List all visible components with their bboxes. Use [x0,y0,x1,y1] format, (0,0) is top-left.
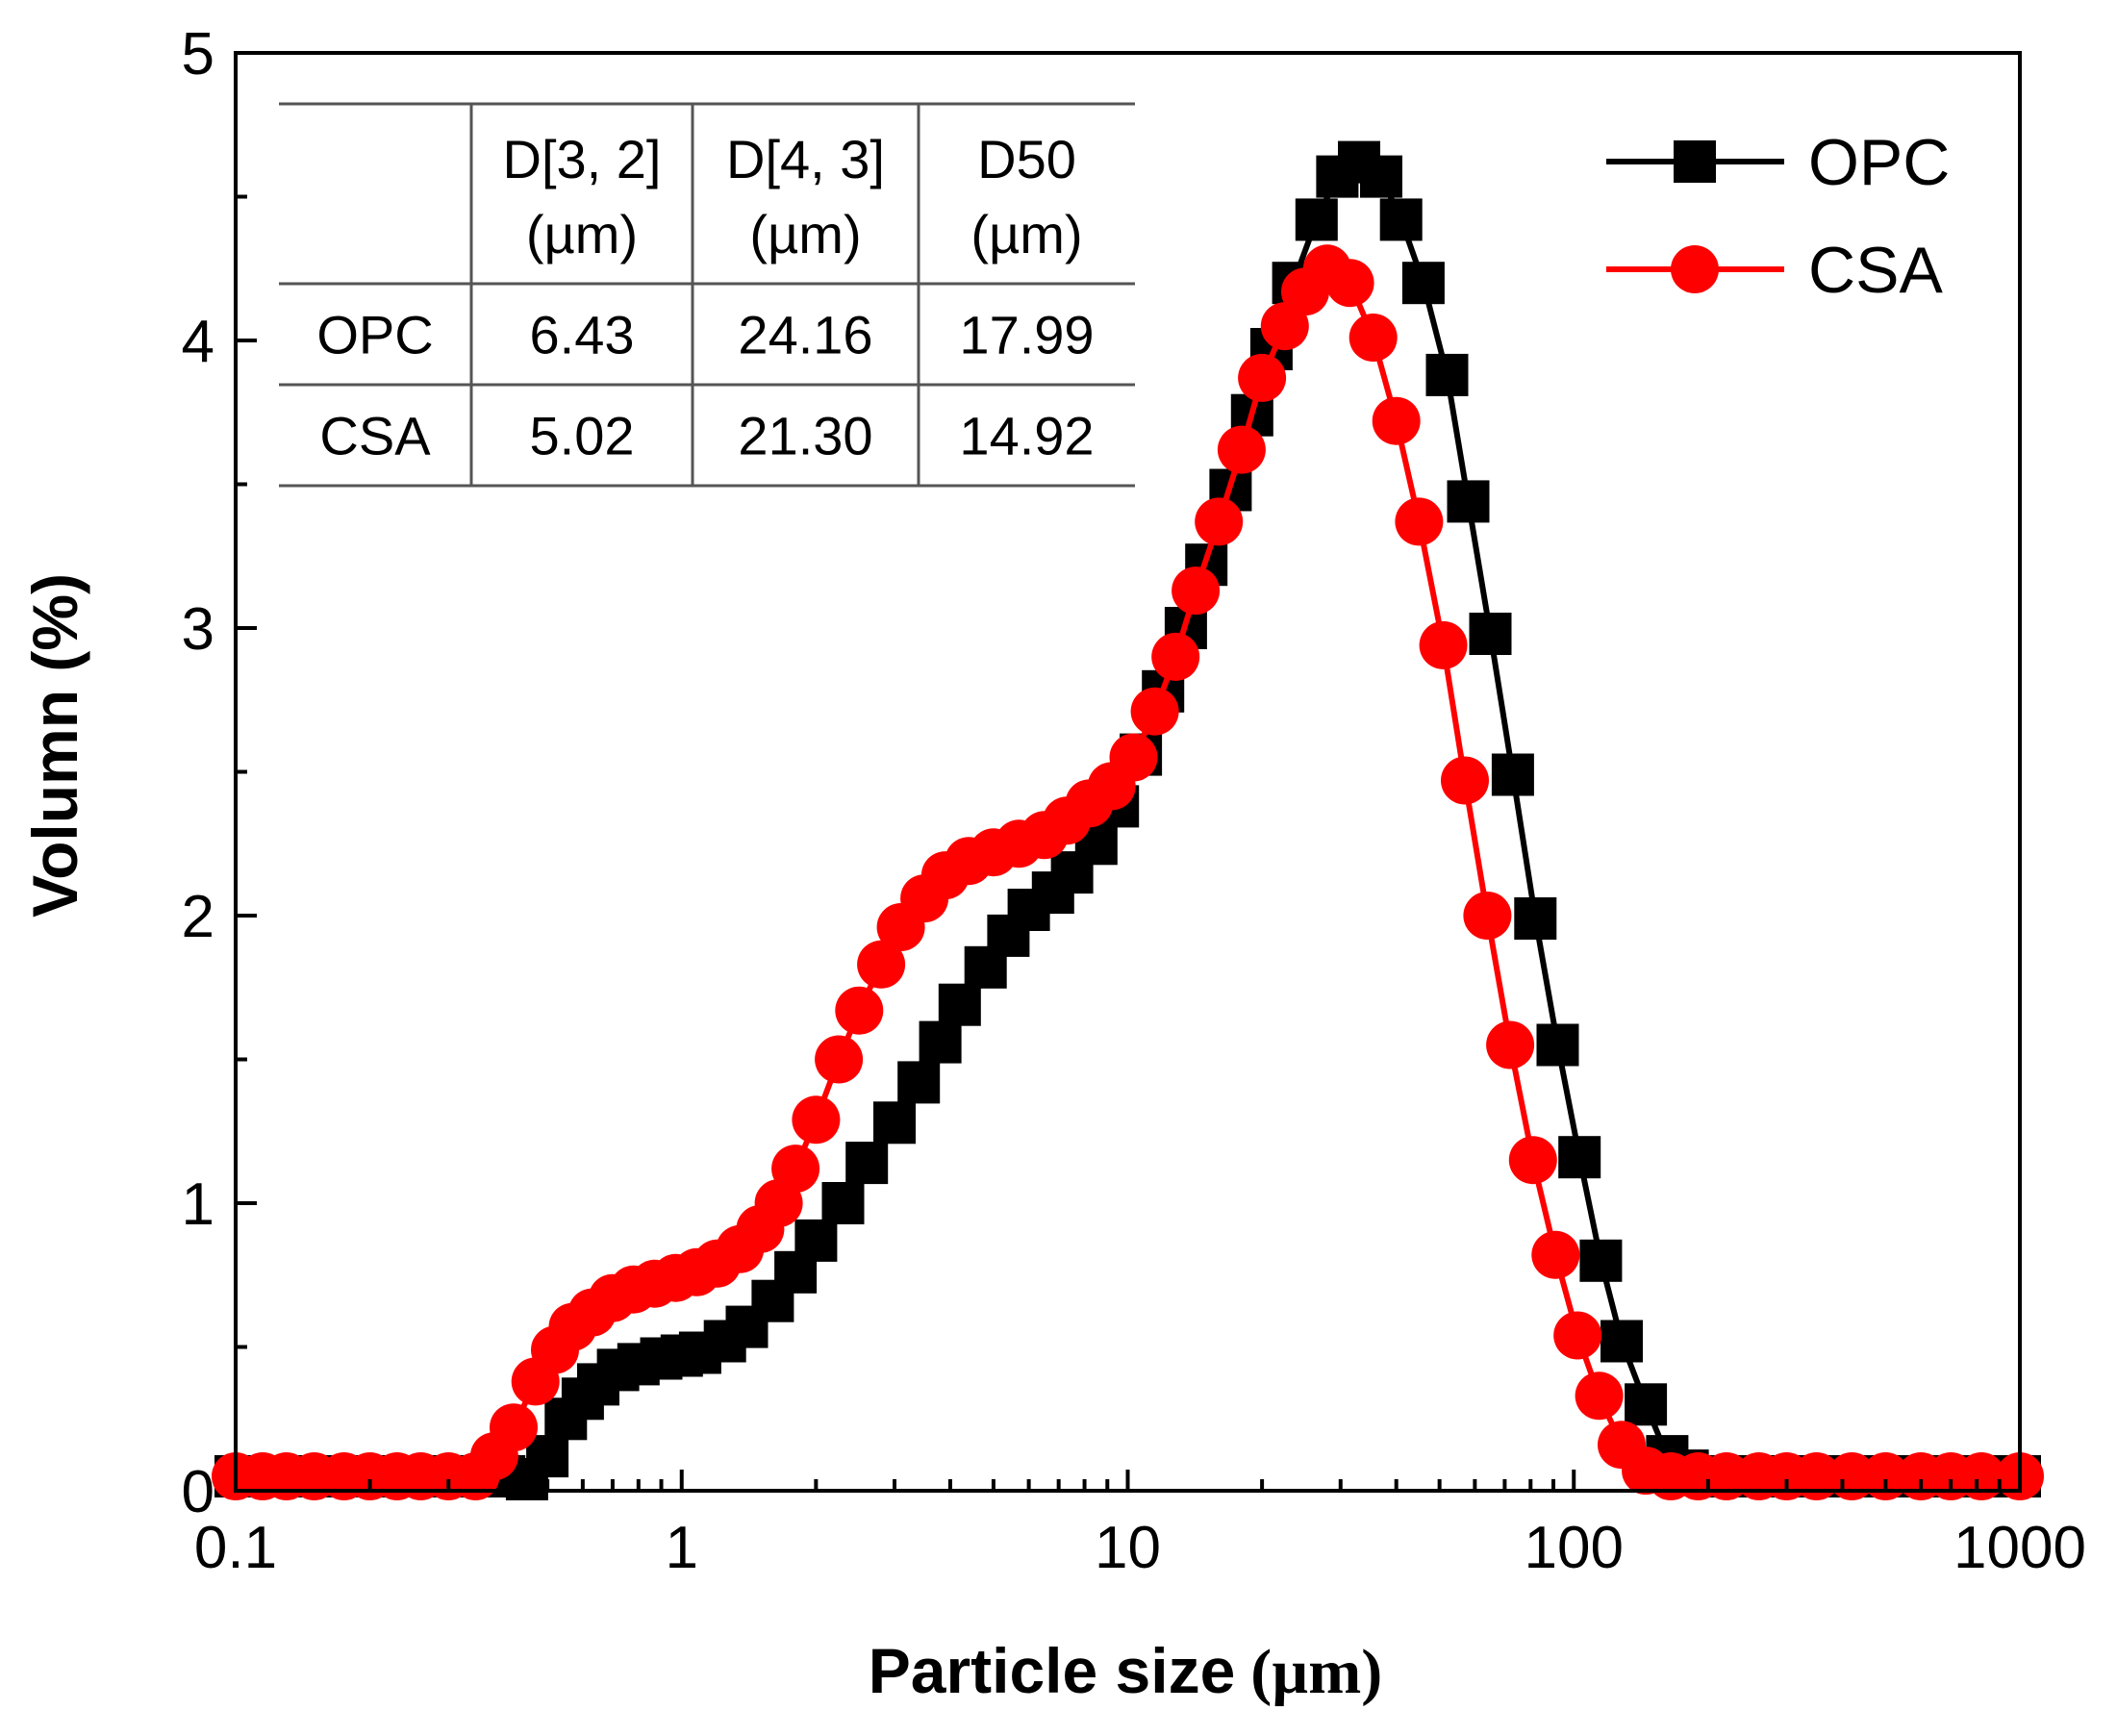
data-point-csa-50 [1325,259,1374,308]
legend-csa-label: CSA [1808,234,1943,307]
data-point-csa-11 [490,1403,538,1452]
table-header-cell: D50 [977,129,1076,189]
axes-layer: 0 1 2 3 4 5 0.1 1 10 100 1000 [182,21,2086,1581]
table-cell: CSA [319,406,431,466]
data-point-csa-56 [1463,892,1512,940]
legend-entry-opc: OPC [1606,126,1950,199]
data-point-opc-47 [1295,198,1338,241]
data-point-csa-44 [1195,497,1244,546]
data-point-csa-26 [792,1095,841,1145]
legend-csa-marker [1671,245,1719,293]
data-point-opc-57 [1514,897,1557,940]
data-point-opc-29 [897,1061,941,1104]
series-csa [212,244,2044,1500]
data-point-csa-61 [1575,1371,1624,1421]
data-point-csa-52 [1372,396,1421,445]
y-tick-label: 2 [182,884,214,950]
y-tick-label: 1 [182,1171,214,1238]
data-point-csa-55 [1441,756,1489,805]
x-tick-label: 1000 [1953,1515,2086,1581]
inset-table: D[3, 2] (µm) D[4, 3] (µm) D50 (µm) OPC 6.43 24.1… [279,102,1135,488]
data-point-opc-52 [1401,262,1445,305]
data-point-opc-31 [938,983,981,1026]
data-point-csa-51 [1348,314,1398,362]
data-point-csa-42 [1151,632,1200,681]
legend-opc-label: OPC [1808,126,1950,199]
data-point-opc-55 [1469,613,1512,655]
y-tick-label: 5 [182,21,214,88]
data-point-opc-58 [1536,1023,1579,1067]
data-point-opc-25 [794,1219,838,1262]
table-cell: 17.99 [959,305,1094,365]
x-axis-title: Particle size (µm) [869,1635,1383,1707]
data-point-csa-40 [1109,733,1158,782]
data-point-csa-28 [835,986,884,1035]
y-tick-label: 0 [182,1459,214,1525]
data-point-csa-60 [1553,1311,1602,1360]
data-point-opc-53 [1425,353,1469,396]
data-point-csa-53 [1395,497,1444,546]
data-point-opc-27 [845,1142,889,1185]
data-point-csa-54 [1419,620,1468,669]
data-point-opc-60 [1579,1239,1623,1282]
data-point-opc-28 [873,1101,916,1145]
data-point-opc-12 [526,1435,569,1478]
x-tick-label: 1 [666,1515,698,1581]
x-axis-title-bold: Particle size [869,1635,1236,1706]
data-point-csa-59 [1531,1230,1580,1279]
table-header-cell: D[3, 2] [503,129,662,189]
table-header-cell: (µm) [970,204,1082,264]
data-point-csa-29 [857,940,906,989]
data-point-csa-74 [1957,1452,2005,1500]
data-point-opc-61 [1600,1320,1643,1363]
data-point-opc-50 [1360,155,1402,198]
legend: OPC CSA [1606,126,1950,307]
data-point-opc-51 [1379,198,1423,241]
data-point-opc-62 [1625,1383,1668,1426]
table-header-cell: D[4, 3] [726,129,885,189]
x-tick-label: 0.1 [194,1515,277,1581]
table-cell: 6.43 [530,305,635,365]
x-tick-label: 100 [1525,1515,1624,1581]
data-point-csa-71 [1861,1452,1910,1500]
data-point-csa-45 [1217,425,1266,474]
data-point-csa-46 [1238,353,1287,402]
table-header-cell: (µm) [749,204,861,264]
series-opc [214,140,2041,1500]
y-tick-label: 4 [182,309,214,375]
data-point-csa-69 [1792,1452,1841,1500]
data-point-opc-26 [821,1182,865,1224]
data-point-csa-41 [1130,687,1179,736]
y-axis-title: Volumn (%) [19,573,90,918]
data-point-opc-56 [1491,753,1534,796]
legend-opc-marker [1674,140,1716,183]
data-point-csa-58 [1508,1136,1557,1185]
table-cell: 5.02 [530,406,635,466]
table-cell: 24.16 [738,305,872,365]
series-layer [212,140,2044,1500]
data-point-csa-27 [815,1035,864,1084]
data-point-csa-25 [771,1145,820,1194]
x-tick-label: 10 [1095,1515,1161,1581]
data-point-csa-70 [1827,1452,1877,1500]
table-cell: OPC [316,305,433,365]
table-header-cell: (µm) [526,204,638,264]
legend-entry-csa: CSA [1606,234,1943,307]
data-point-opc-30 [919,1020,962,1064]
data-point-opc-59 [1558,1136,1601,1179]
y-tick-label: 3 [182,596,214,663]
data-point-csa-57 [1486,1020,1535,1069]
data-point-opc-54 [1447,480,1490,523]
table-cell: 14.92 [959,406,1094,466]
table-cell: 21.30 [738,406,872,466]
series-csa-line [236,264,2020,1479]
x-axis-title-unit: (µm) [1250,1637,1382,1707]
data-point-csa-43 [1172,566,1221,616]
